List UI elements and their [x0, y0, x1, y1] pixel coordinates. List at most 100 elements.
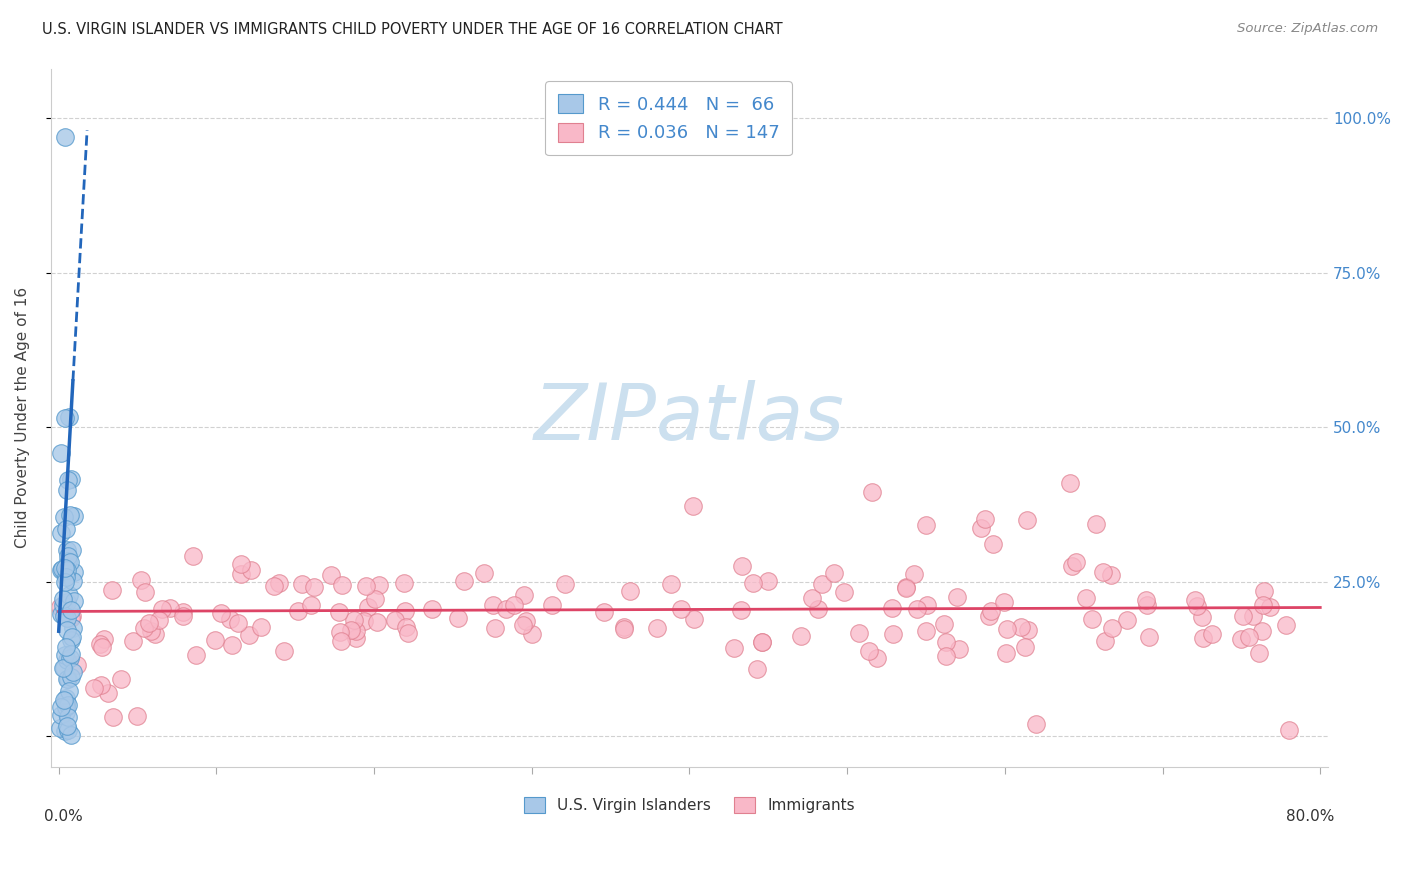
- Point: [60, 542, 83, 557]
- Point: [682, 499, 704, 513]
- Point: [1237, 630, 1260, 644]
- Point: [330, 634, 353, 648]
- Point: [1017, 513, 1039, 527]
- Point: [291, 577, 314, 591]
- Point: [150, 602, 173, 616]
- Point: [915, 518, 938, 533]
- Point: [730, 603, 752, 617]
- Point: [287, 604, 309, 618]
- Point: [810, 576, 832, 591]
- Point: [396, 626, 419, 640]
- Point: [1084, 517, 1107, 532]
- Point: [995, 622, 1018, 636]
- Point: [447, 611, 470, 625]
- Point: [240, 563, 263, 577]
- Point: [394, 604, 416, 618]
- Point: [267, 575, 290, 590]
- Point: [866, 651, 889, 665]
- Point: [59, 651, 82, 665]
- Point: [60, 630, 83, 644]
- Point: [1260, 599, 1282, 614]
- Point: [59, 728, 82, 742]
- Point: [139, 624, 162, 638]
- Point: [58, 684, 80, 698]
- Point: [1184, 593, 1206, 607]
- Point: [613, 619, 636, 633]
- Point: [129, 573, 152, 587]
- Point: [59, 508, 82, 523]
- Point: [790, 629, 813, 643]
- Point: [882, 600, 904, 615]
- Point: [51, 562, 73, 576]
- Point: [848, 626, 870, 640]
- Point: [935, 635, 957, 649]
- Point: [1232, 608, 1254, 623]
- Point: [229, 567, 252, 582]
- Point: [51, 607, 73, 621]
- Point: [53, 410, 76, 425]
- Point: [554, 577, 576, 591]
- Point: [669, 602, 692, 616]
- Point: [56, 483, 79, 497]
- Point: [395, 620, 418, 634]
- Point: [860, 485, 883, 500]
- Point: [807, 602, 830, 616]
- Point: [747, 662, 769, 676]
- Point: [932, 617, 955, 632]
- Point: [93, 632, 115, 646]
- Point: [751, 634, 773, 648]
- Point: [209, 606, 232, 620]
- Point: [56, 543, 79, 558]
- Point: [741, 576, 763, 591]
- Point: [53, 129, 76, 144]
- Point: [226, 615, 249, 630]
- Point: [62, 594, 84, 608]
- Point: [52, 693, 75, 707]
- Point: [495, 602, 517, 616]
- Point: [63, 509, 86, 524]
- Point: [83, 681, 105, 695]
- Point: [981, 537, 1004, 551]
- Point: [1094, 634, 1116, 648]
- Point: [55, 595, 77, 609]
- Point: [1201, 626, 1223, 640]
- Point: [60, 611, 83, 625]
- Point: [858, 644, 880, 658]
- Point: [56, 554, 79, 568]
- Point: [55, 700, 77, 714]
- Point: [59, 472, 82, 486]
- Point: [273, 644, 295, 658]
- Text: 80.0%: 80.0%: [1286, 809, 1334, 824]
- Point: [55, 522, 77, 536]
- Point: [946, 590, 969, 604]
- Point: [1251, 599, 1274, 613]
- Point: [59, 647, 82, 661]
- Point: [125, 709, 148, 723]
- Point: [364, 592, 387, 607]
- Point: [541, 598, 564, 612]
- Point: [219, 612, 242, 626]
- Point: [354, 579, 377, 593]
- Point: [52, 598, 75, 612]
- Point: [647, 621, 669, 635]
- Point: [134, 621, 156, 635]
- Point: [55, 640, 77, 655]
- Point: [56, 473, 79, 487]
- Point: [979, 609, 1001, 624]
- Point: [484, 621, 506, 635]
- Point: [55, 653, 77, 667]
- Point: [55, 690, 77, 705]
- Point: [1192, 631, 1215, 645]
- Point: [330, 577, 353, 591]
- Point: [97, 686, 120, 700]
- Point: [1136, 598, 1159, 612]
- Point: [613, 622, 636, 636]
- Point: [481, 598, 503, 612]
- Point: [1274, 618, 1296, 632]
- Point: [101, 583, 124, 598]
- Point: [49, 721, 72, 735]
- Point: [1115, 613, 1137, 627]
- Point: [90, 678, 112, 692]
- Point: [186, 648, 208, 662]
- Point: [55, 570, 77, 584]
